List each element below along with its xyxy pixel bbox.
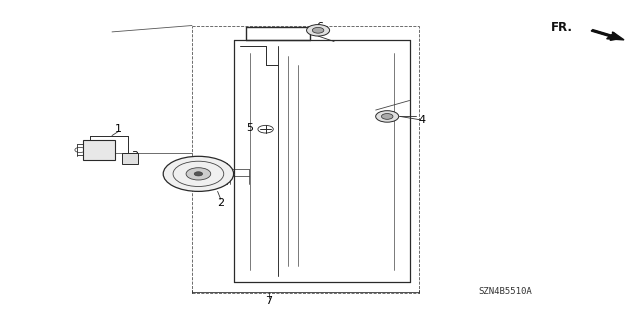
Text: 2: 2 [217, 197, 225, 208]
Text: 3: 3 [131, 151, 138, 161]
Text: 6: 6 [317, 22, 323, 32]
Circle shape [194, 172, 203, 176]
Text: 4: 4 [419, 115, 426, 125]
Circle shape [312, 27, 324, 33]
Bar [122, 153, 138, 164]
Text: FR.: FR. [551, 21, 573, 33]
Bar [83, 140, 115, 160]
Text: 1: 1 [115, 124, 122, 134]
Text: 7: 7 [265, 296, 273, 307]
Circle shape [163, 156, 234, 191]
Circle shape [381, 114, 393, 119]
Circle shape [186, 168, 211, 180]
Text: 5: 5 [246, 122, 253, 133]
Circle shape [307, 25, 330, 36]
FancyArrow shape [591, 30, 624, 40]
Circle shape [376, 111, 399, 122]
Text: SZN4B5510A: SZN4B5510A [479, 287, 532, 296]
